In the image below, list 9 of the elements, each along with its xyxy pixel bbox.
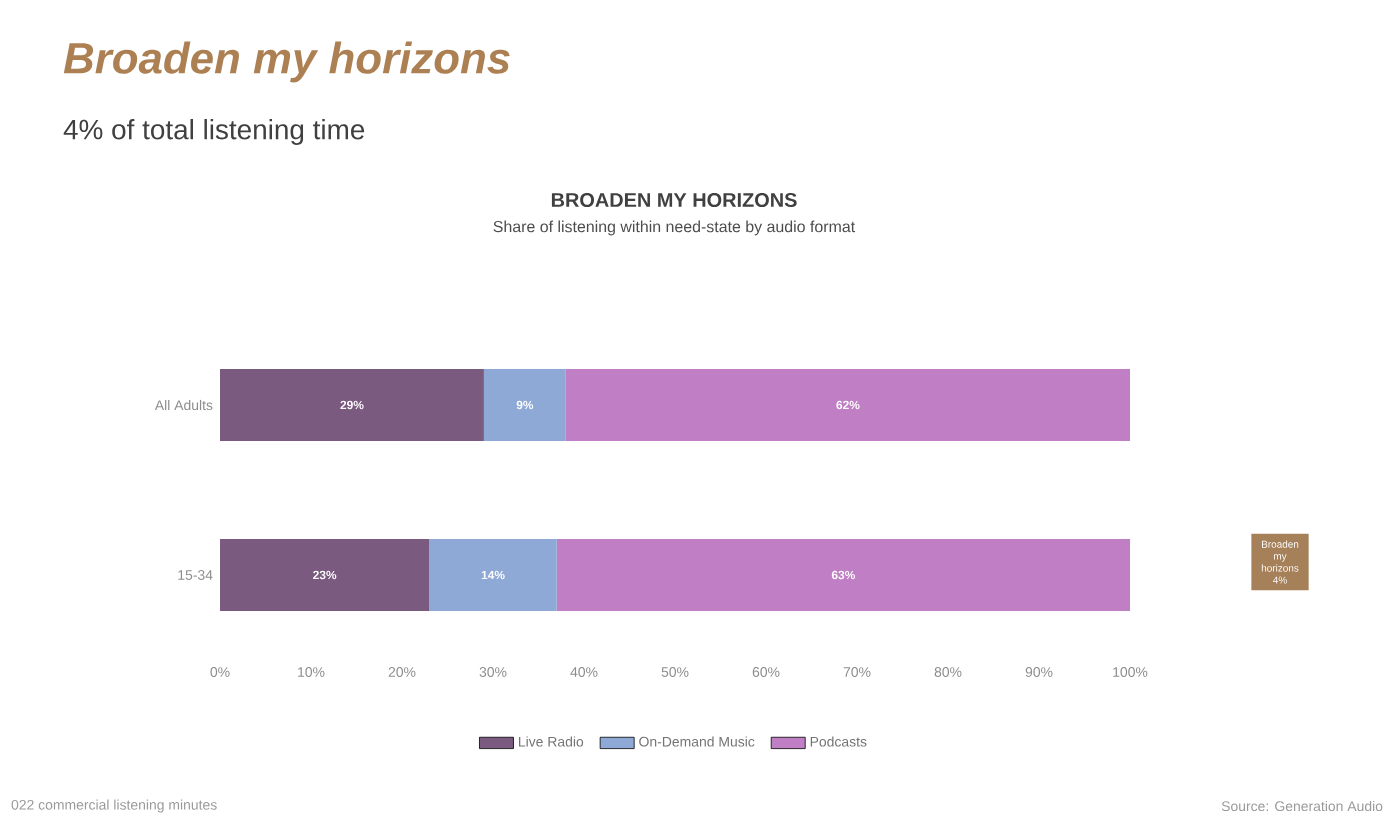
text: Broaden my horizons xyxy=(63,41,510,83)
bar xyxy=(429,539,557,612)
bar xyxy=(220,539,430,612)
bar xyxy=(483,369,566,442)
bar xyxy=(556,539,1131,612)
text: 4% of total listening time xyxy=(63,118,365,145)
bar xyxy=(220,369,484,442)
chart-title: BROADEN MY HORIZONS xyxy=(551,192,797,208)
bar xyxy=(565,369,1131,442)
